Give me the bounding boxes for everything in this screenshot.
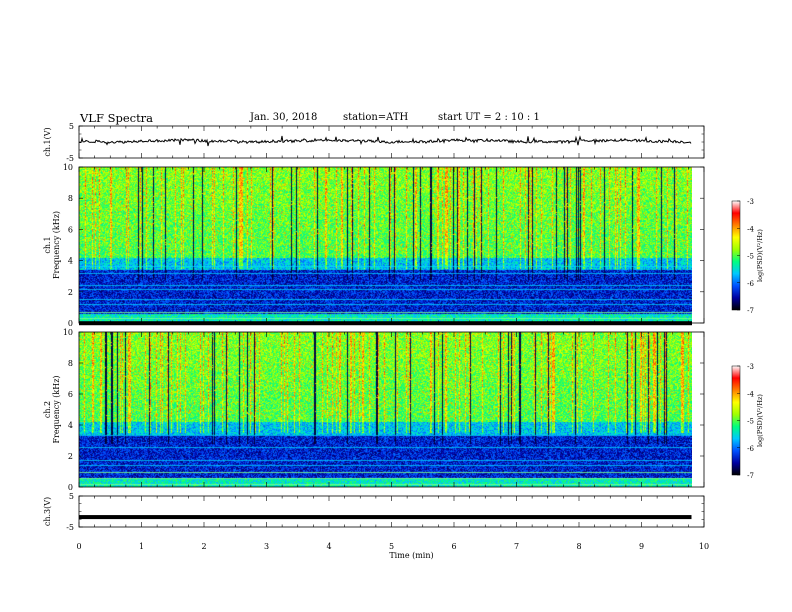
trace-layer bbox=[78, 135, 692, 520]
frequency-axis-label: Frequency (kHz) bbox=[52, 375, 61, 443]
spectrogram-layer bbox=[79, 167, 692, 487]
x-tick-label: 4 bbox=[326, 542, 331, 551]
x-tick-label: 1 bbox=[139, 542, 144, 551]
frequency-axis-label: ch.2 bbox=[43, 401, 52, 418]
station-label: station=ATH bbox=[343, 112, 409, 123]
ch3-trace bbox=[79, 515, 692, 520]
y-tick-label: 0 bbox=[68, 319, 73, 328]
colorbar-label: log(PSD)(V²/Hz) bbox=[756, 229, 764, 282]
y-tick-label: 6 bbox=[68, 225, 73, 234]
colorbar-tick-label: -5 bbox=[747, 253, 754, 261]
colorbar-label: log(PSD)(V²/Hz) bbox=[756, 394, 764, 447]
y-axis-label: ch.3(V) bbox=[43, 497, 52, 526]
colorbar-tick-label: -4 bbox=[747, 225, 754, 233]
colorbar-tick-label: -4 bbox=[747, 390, 754, 398]
y-tick-label: 10 bbox=[63, 163, 73, 172]
spectrogram-ch2 bbox=[79, 332, 692, 487]
x-tick-label: 7 bbox=[514, 542, 519, 551]
x-tick-label: 3 bbox=[264, 542, 269, 551]
y-tick-label: 0 bbox=[68, 483, 73, 492]
figure-title: VLF Spectra bbox=[80, 111, 154, 125]
x-tick-label: 8 bbox=[576, 542, 581, 551]
spectrogram-ch1 bbox=[79, 167, 692, 323]
y-tick-label: 8 bbox=[68, 359, 73, 368]
y-tick-label: 5 bbox=[69, 492, 74, 501]
y-tick-label: 5 bbox=[69, 122, 74, 131]
colorbar-tick-label: -3 bbox=[747, 363, 754, 371]
y-tick-label: 4 bbox=[68, 257, 73, 266]
ch1-trace bbox=[78, 135, 692, 147]
x-tick-label: 5 bbox=[389, 542, 394, 551]
y-tick-label: 4 bbox=[68, 421, 73, 430]
y-tick-label: 6 bbox=[68, 390, 73, 399]
y-tick-label: -5 bbox=[66, 154, 74, 163]
y-tick-label: -5 bbox=[66, 523, 74, 532]
frequency-axis-label: Frequency (kHz) bbox=[52, 211, 61, 279]
colorbar-tick-label: -7 bbox=[747, 472, 754, 480]
colorbar-tick-label: -5 bbox=[747, 418, 754, 426]
y-tick-label: 2 bbox=[68, 452, 73, 461]
axes-layer bbox=[78, 125, 741, 528]
x-tick-label: 2 bbox=[201, 542, 206, 551]
y-tick-label: 10 bbox=[63, 328, 73, 337]
y-tick-label: 8 bbox=[68, 194, 73, 203]
y-axis-label: ch.1(V) bbox=[43, 127, 52, 156]
x-axis-label: Time (min) bbox=[389, 551, 433, 560]
x-tick-label: 0 bbox=[76, 542, 81, 551]
x-tick-label: 6 bbox=[451, 542, 456, 551]
colorbar-tick-label: -6 bbox=[747, 280, 754, 288]
start-time-label: start UT = 2 : 10 : 1 bbox=[438, 112, 540, 123]
date-label: Jan. 30, 2018 bbox=[250, 112, 318, 123]
frequency-axis-label: ch.1 bbox=[43, 236, 52, 253]
x-tick-label: 10 bbox=[699, 542, 709, 551]
y-tick-label: 2 bbox=[68, 288, 73, 297]
colorbar-tick-label: -7 bbox=[747, 307, 754, 315]
colorbar-tick-label: -3 bbox=[747, 198, 754, 206]
x-tick-label: 9 bbox=[639, 542, 644, 551]
colorbar-tick-label: -6 bbox=[747, 445, 754, 453]
